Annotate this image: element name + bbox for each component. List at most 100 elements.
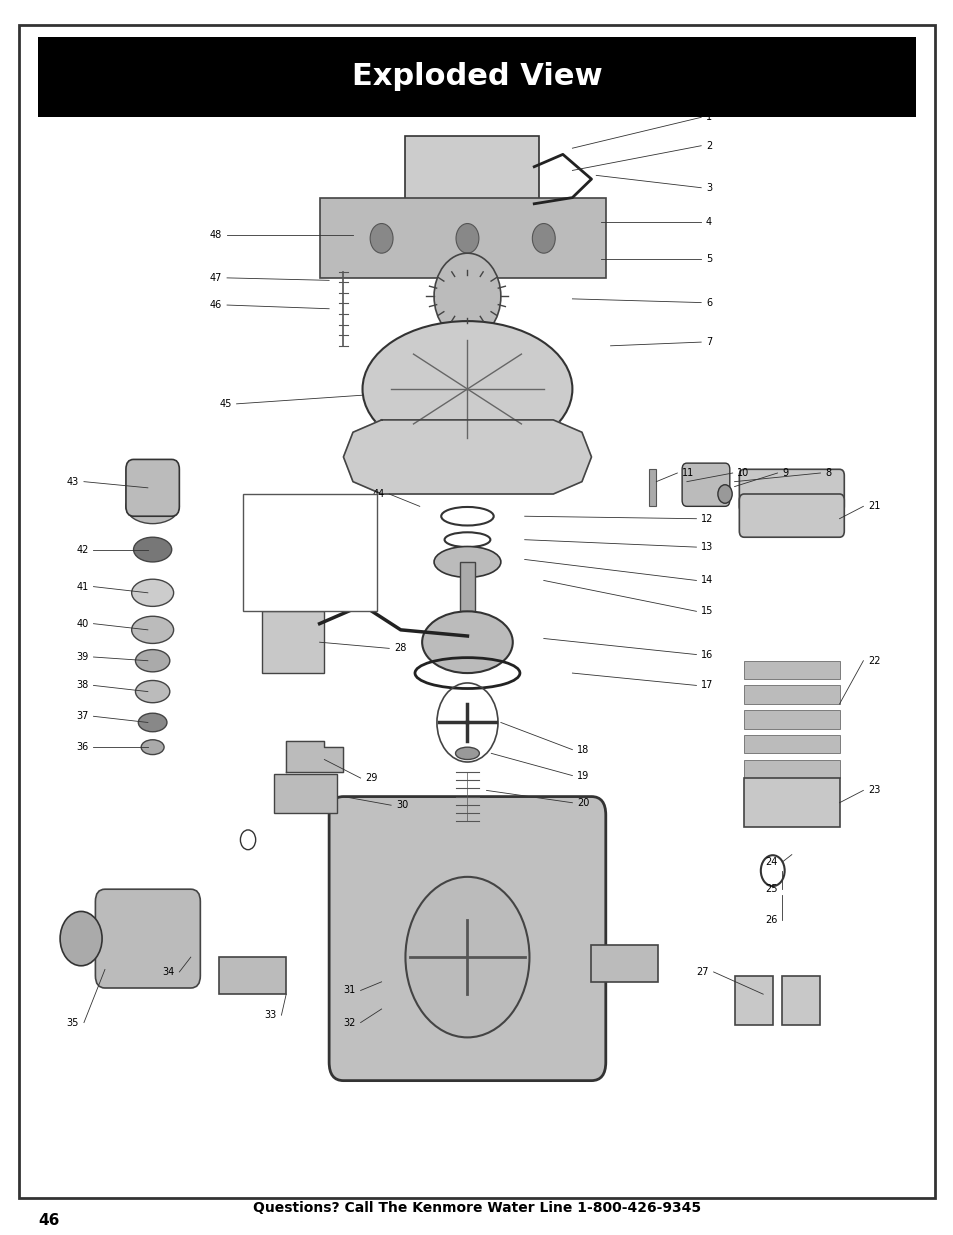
- Text: Questions? Call The Kenmore Water Line 1-800-426-9345: Questions? Call The Kenmore Water Line 1…: [253, 1200, 700, 1215]
- Text: 26: 26: [764, 915, 777, 925]
- Text: 38: 38: [76, 680, 89, 690]
- Ellipse shape: [133, 537, 172, 562]
- Ellipse shape: [138, 714, 167, 731]
- Text: 29: 29: [365, 773, 377, 783]
- Text: 19: 19: [577, 771, 589, 781]
- Text: 15: 15: [700, 606, 713, 616]
- Text: 33: 33: [264, 1010, 276, 1020]
- Text: 22: 22: [867, 656, 880, 666]
- Text: 46: 46: [210, 300, 222, 310]
- Bar: [467, 148, 475, 179]
- Text: 42: 42: [76, 545, 89, 555]
- Bar: [219, 957, 286, 994]
- Bar: [743, 760, 839, 778]
- Text: 18: 18: [577, 745, 589, 755]
- Text: 1: 1: [705, 112, 711, 122]
- Polygon shape: [286, 741, 343, 772]
- Text: 6: 6: [705, 298, 711, 308]
- Text: 44: 44: [372, 489, 384, 499]
- Ellipse shape: [421, 611, 512, 673]
- Circle shape: [532, 224, 555, 253]
- Text: 12: 12: [700, 514, 713, 524]
- Text: 48: 48: [210, 230, 222, 240]
- Ellipse shape: [362, 321, 572, 457]
- Text: 14: 14: [700, 576, 713, 585]
- Text: Seal: Seal: [257, 537, 276, 546]
- Text: 39: 39: [76, 652, 89, 662]
- Bar: [591, 945, 658, 982]
- Text: 21: 21: [867, 501, 880, 511]
- Polygon shape: [343, 420, 591, 494]
- Text: 17: 17: [700, 680, 713, 690]
- Text: 46: 46: [38, 1213, 59, 1228]
- Text: View: View: [267, 583, 289, 592]
- Bar: [286, 546, 343, 564]
- Text: 41: 41: [76, 582, 89, 592]
- Ellipse shape: [718, 484, 732, 504]
- Circle shape: [456, 224, 478, 253]
- FancyBboxPatch shape: [262, 611, 324, 673]
- Text: 32: 32: [343, 1018, 355, 1028]
- Bar: [734, 976, 772, 1025]
- Text: 4: 4: [705, 217, 711, 227]
- Text: 16: 16: [700, 650, 713, 659]
- Bar: [38, 37, 915, 117]
- Circle shape: [60, 911, 102, 966]
- Text: 10: 10: [737, 468, 749, 478]
- Bar: [459, 562, 475, 655]
- FancyBboxPatch shape: [95, 889, 200, 988]
- Text: 11: 11: [681, 468, 694, 478]
- Ellipse shape: [126, 489, 179, 524]
- Text: 9: 9: [781, 468, 787, 478]
- Text: 45: 45: [219, 399, 232, 409]
- Bar: [743, 710, 839, 729]
- Text: 20: 20: [577, 798, 589, 808]
- Text: 23: 23: [867, 785, 880, 795]
- Text: 2: 2: [705, 141, 712, 151]
- Bar: [781, 976, 820, 1025]
- Text: 47: 47: [210, 273, 222, 283]
- Bar: [743, 735, 839, 753]
- Ellipse shape: [135, 650, 170, 672]
- FancyBboxPatch shape: [681, 463, 729, 506]
- Text: 30: 30: [395, 800, 408, 810]
- Bar: [648, 469, 656, 506]
- FancyBboxPatch shape: [319, 198, 605, 278]
- Text: 28: 28: [394, 643, 406, 653]
- FancyBboxPatch shape: [19, 25, 934, 1198]
- FancyBboxPatch shape: [739, 469, 843, 513]
- Text: 24: 24: [764, 857, 777, 867]
- Ellipse shape: [132, 579, 173, 606]
- Text: 43: 43: [67, 477, 79, 487]
- Ellipse shape: [141, 740, 164, 755]
- Bar: [743, 685, 839, 704]
- Bar: [443, 148, 451, 179]
- FancyBboxPatch shape: [243, 494, 376, 611]
- FancyBboxPatch shape: [126, 459, 179, 516]
- Text: 36: 36: [76, 742, 89, 752]
- FancyBboxPatch shape: [329, 797, 605, 1081]
- Text: 27: 27: [696, 967, 708, 977]
- Bar: [743, 661, 839, 679]
- Text: Wear-Strip: Wear-Strip: [257, 513, 305, 521]
- Ellipse shape: [135, 680, 170, 703]
- Text: 37: 37: [76, 711, 89, 721]
- Text: 25: 25: [764, 884, 777, 894]
- Text: 31: 31: [343, 986, 355, 995]
- Circle shape: [370, 224, 393, 253]
- Text: 5: 5: [705, 254, 712, 264]
- Text: 40: 40: [76, 619, 89, 629]
- Text: 3: 3: [705, 183, 711, 193]
- Text: 7: 7: [705, 337, 712, 347]
- Text: 8: 8: [824, 468, 830, 478]
- Ellipse shape: [132, 616, 173, 643]
- FancyBboxPatch shape: [405, 136, 538, 216]
- Text: Cross-Section: Cross-Section: [257, 566, 319, 574]
- Ellipse shape: [434, 546, 500, 578]
- Circle shape: [434, 253, 500, 340]
- FancyBboxPatch shape: [739, 494, 843, 537]
- Circle shape: [405, 877, 529, 1037]
- Text: 35: 35: [67, 1018, 79, 1028]
- Text: Exploded View: Exploded View: [352, 62, 601, 91]
- Bar: [743, 778, 839, 827]
